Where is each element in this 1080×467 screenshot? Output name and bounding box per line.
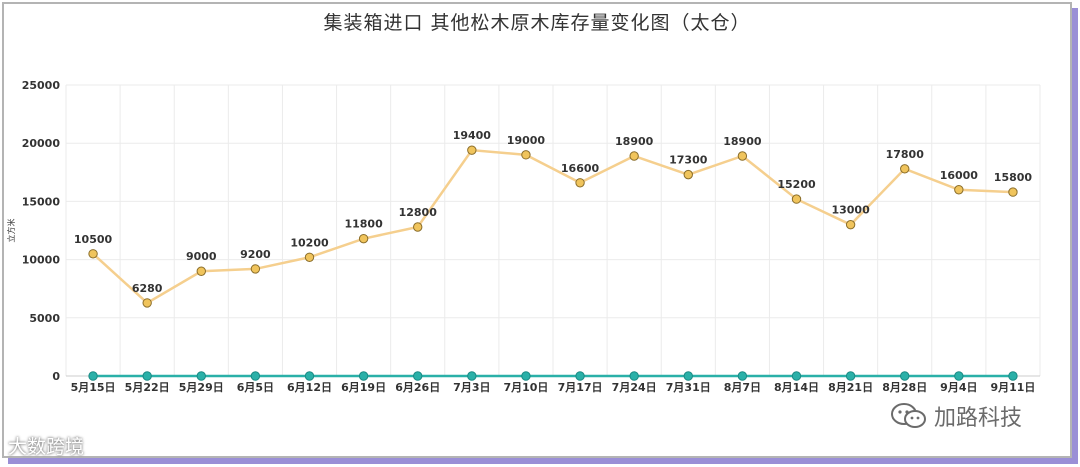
data-point (575, 371, 585, 381)
data-point (88, 249, 98, 259)
y-tick-label: 10000 (22, 254, 61, 267)
data-point (954, 185, 964, 195)
data-point (683, 371, 693, 381)
data-point (196, 266, 206, 276)
data-label: 15200 (777, 178, 816, 191)
data-label: 13000 (831, 204, 870, 217)
data-point (467, 145, 477, 155)
x-tick-label: 6月12日 (287, 381, 332, 394)
y-tick-label: 5000 (29, 312, 60, 325)
x-tick-label: 6月19日 (341, 381, 386, 394)
data-point (250, 371, 261, 381)
wechat-icon (891, 403, 926, 428)
y-tick-label: 15000 (22, 195, 61, 208)
data-label: 16000 (940, 169, 979, 182)
data-label: 16600 (561, 162, 600, 175)
chart-title: 集装箱进口 其他松木原木库存量变化图（太仓） (323, 12, 751, 34)
data-point (845, 219, 856, 230)
y-tick-label: 20000 (22, 137, 61, 150)
data-point (142, 298, 152, 308)
data-point (575, 178, 585, 188)
data-label: 15800 (994, 171, 1033, 184)
data-point (791, 371, 802, 381)
data-label: 6280 (132, 282, 163, 295)
data-label: 9000 (186, 250, 217, 263)
data-point (196, 371, 206, 381)
watermark-right: 加路科技 (890, 400, 1022, 432)
data-point (683, 169, 693, 180)
chart-frame (2, 2, 1072, 458)
data-point (250, 264, 261, 274)
x-tick-label: 8月28日 (882, 381, 927, 394)
data-point (900, 164, 910, 174)
data-point (304, 371, 315, 381)
data-label: 19000 (507, 134, 546, 147)
series-line-0 (92, 148, 1013, 305)
x-tick-label: 9月4日 (940, 381, 977, 394)
data-point (413, 371, 423, 381)
x-tick-label: 5月22日 (125, 381, 170, 394)
x-tick-label: 6月26日 (395, 381, 440, 394)
data-point (629, 151, 639, 161)
data-label: 12800 (399, 206, 438, 219)
data-label: 9200 (240, 248, 271, 261)
x-tick-label: 5月15日 (71, 381, 116, 394)
watermark-left: 大数跨境 (8, 436, 85, 458)
data-label: 10500 (74, 233, 113, 246)
x-tick-label: 7月24日 (612, 381, 657, 394)
data-label: 11800 (344, 218, 383, 231)
frame-shadow-right (1072, 8, 1078, 460)
data-point (845, 371, 856, 381)
x-tick-label: 9月11日 (990, 381, 1035, 394)
watermark-right-text: 加路科技 (934, 406, 1023, 431)
data-point (1008, 371, 1018, 381)
data-label: 17800 (886, 148, 925, 161)
data-point (413, 222, 423, 232)
data-label: 19400 (453, 129, 492, 142)
data-point (791, 194, 802, 204)
x-tick-label: 6月5日 (237, 381, 274, 394)
data-label: 10200 (290, 236, 329, 249)
data-point (521, 371, 531, 381)
data-point (358, 371, 369, 381)
data-point (737, 151, 748, 161)
data-point (954, 371, 964, 381)
data-point (629, 371, 639, 381)
data-point (88, 371, 98, 381)
x-tick-label: 8月7日 (724, 381, 761, 394)
data-label: 18900 (723, 135, 762, 148)
data-label: 18900 (615, 135, 654, 148)
x-tick-label: 8月21日 (828, 381, 873, 394)
data-point (521, 150, 531, 160)
x-tick-label: 7月31日 (666, 381, 711, 394)
y-tick-label: 0 (52, 370, 60, 383)
x-tick-label: 8月14日 (774, 381, 819, 394)
y-tick-label: 25000 (22, 79, 61, 92)
data-label: 17300 (669, 154, 708, 167)
x-tick-label: 5月29日 (179, 381, 224, 394)
data-point (304, 252, 315, 262)
y-axis-label: 立方米 (6, 219, 16, 243)
data-point (900, 371, 910, 381)
x-tick-label: 7月3日 (453, 381, 490, 394)
data-point (737, 371, 748, 381)
x-tick-label: 7月17日 (558, 381, 603, 394)
frame-shadow-bottom (8, 458, 1078, 464)
data-point (142, 371, 152, 381)
data-point (358, 233, 369, 244)
x-tick-label: 7月10日 (503, 381, 548, 394)
data-point (467, 371, 477, 381)
data-point (1008, 187, 1018, 197)
